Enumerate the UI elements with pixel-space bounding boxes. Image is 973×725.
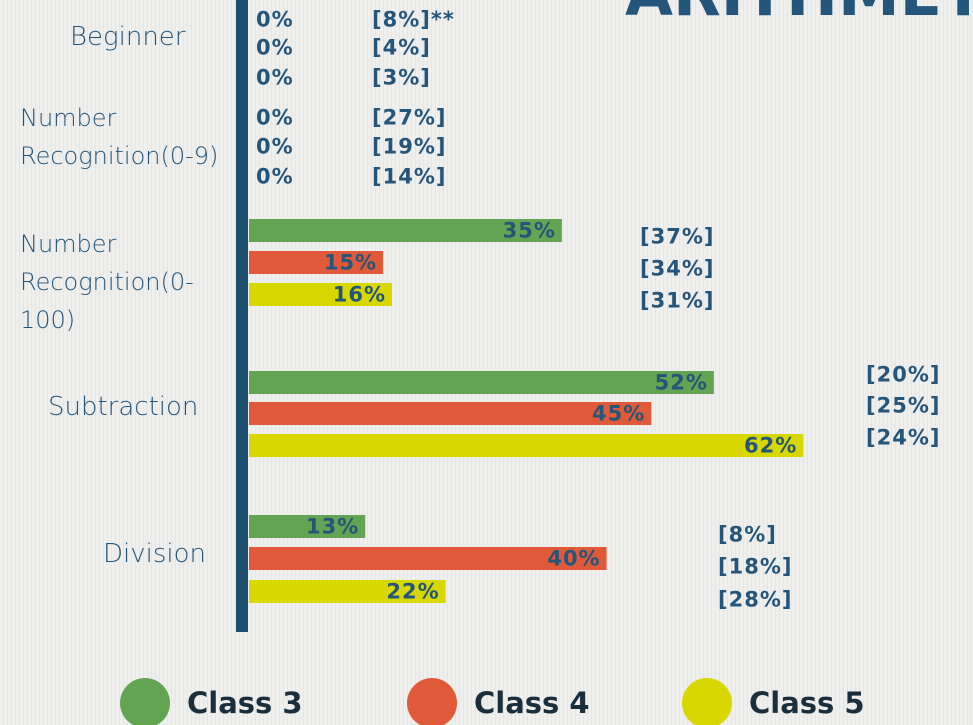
bar (249, 434, 804, 457)
legend-swatch (407, 678, 457, 725)
bracket-label: [31%] (640, 289, 714, 313)
bar (249, 547, 607, 570)
bar (249, 251, 384, 274)
value-label: 35% (503, 219, 556, 243)
value-label: 0% (256, 135, 294, 159)
bar (249, 402, 652, 425)
bracket-label: [4%] (372, 36, 431, 60)
bracket-label: [18%] (718, 555, 792, 579)
bar (249, 283, 393, 306)
bracket-label: [37%] (640, 225, 714, 249)
value-label: 0% (256, 165, 294, 189)
bracket-label: [24%] (866, 426, 940, 450)
bar (249, 219, 562, 242)
bracket-label: [25%] (866, 394, 940, 418)
value-label: 0% (256, 106, 294, 130)
bracket-label: [28%] (718, 588, 792, 612)
value-label: 62% (744, 434, 797, 458)
bar (249, 515, 366, 538)
chart-title: ARITHMETIC (625, 0, 973, 30)
value-label: 15% (324, 251, 377, 275)
value-label: 0% (256, 36, 294, 60)
legend-label: Class 5 (749, 686, 865, 720)
category-label: Division (103, 539, 207, 569)
category-label: Number Recognition(0-9) (20, 104, 219, 170)
legend-label: Class 3 (187, 686, 303, 720)
bracket-label: [3%] (372, 66, 431, 90)
value-label: 52% (655, 371, 708, 395)
bracket-label: [34%] (640, 257, 714, 281)
bracket-label: [27%] (372, 106, 446, 130)
axis-bar (236, 0, 248, 632)
legend-swatch (120, 678, 170, 725)
value-label: 0% (256, 66, 294, 90)
bracket-label: [19%] (372, 135, 446, 159)
bracket-label: [20%] (866, 363, 940, 387)
category-label: Number Recognition(0-100) (20, 230, 194, 334)
value-label: 13% (306, 515, 359, 539)
legend-swatch (682, 678, 732, 725)
bar (249, 580, 446, 603)
bracket-label: [8%]** (372, 8, 455, 32)
category-label: Beginner (70, 22, 186, 52)
bracket-label: [14%] (372, 165, 446, 189)
value-label: 45% (592, 402, 645, 426)
value-label: 16% (333, 283, 386, 307)
value-label: 40% (547, 547, 600, 571)
value-label: 22% (386, 580, 439, 604)
legend-label: Class 4 (474, 686, 590, 720)
value-label: 0% (256, 8, 294, 32)
bracket-label: [8%] (718, 523, 777, 547)
category-label: Subtraction (48, 392, 199, 422)
bar (249, 371, 714, 394)
